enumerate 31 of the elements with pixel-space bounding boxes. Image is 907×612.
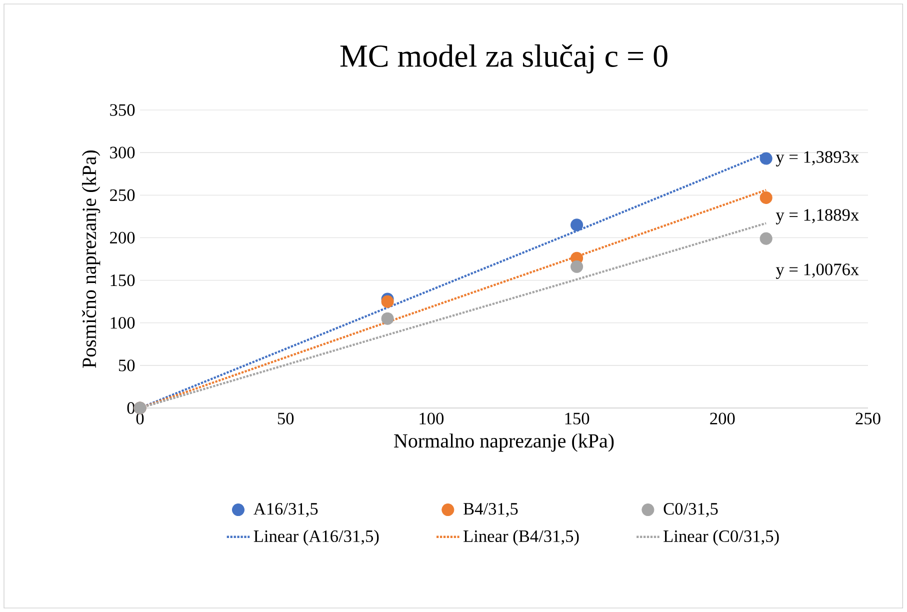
y-tick-label: 150 [110, 274, 135, 286]
point [570, 218, 584, 232]
y-tick-label: 300 [110, 146, 135, 158]
x-tick-label: 50 [278, 412, 294, 424]
annotation: y = 1,0076x [776, 264, 859, 279]
point [760, 232, 772, 245]
point [760, 191, 772, 204]
legend-label: C0/31,5 [664, 503, 718, 518]
legend-label: A16/31,5 [254, 503, 318, 518]
x-tick-label: 250 [856, 412, 880, 424]
x-tick-label: 200 [710, 412, 735, 424]
legend-label: B4/31,5 [464, 503, 518, 518]
y-tick-label: 250 [110, 189, 135, 201]
y-tick-label: 350 [110, 104, 135, 116]
x-axis-title: Normalno naprezanje (kPa) [394, 434, 614, 452]
legend-label: Linear (A16/31,5) [254, 530, 379, 546]
point [760, 152, 772, 165]
y-axis-title: Posmično naprezanje (kPa) [82, 150, 100, 368]
y-tick-label: 200 [110, 232, 135, 244]
point [570, 260, 584, 273]
point [381, 312, 394, 325]
legend-label: Linear (C0/31,5) [664, 530, 779, 546]
chart-title: MC model za slučaj c = 0 [340, 44, 668, 74]
annotation: y = 1,1889x [776, 209, 859, 224]
x-tick-label: 100 [420, 412, 444, 424]
point [381, 295, 394, 308]
annotation: y = 1,3893x [776, 151, 859, 166]
x-tick-label: 150 [565, 412, 590, 424]
legend-label: Linear (B4/31,5) [464, 530, 579, 546]
y-tick-label: 100 [110, 317, 135, 329]
y-tick-label: 50 [118, 360, 135, 372]
